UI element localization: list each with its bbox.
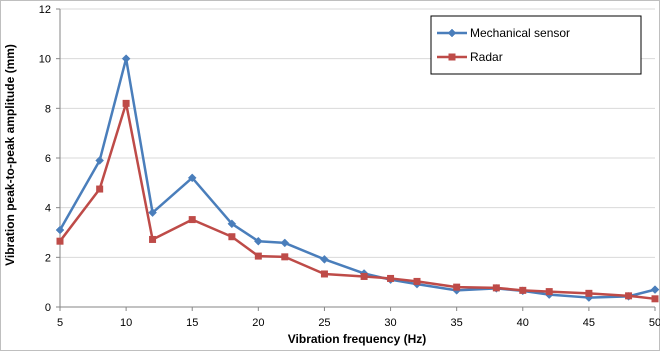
data-point [121,54,131,64]
x-tick-label: 30 [384,317,396,329]
data-point [453,283,461,291]
series-layer [55,54,660,303]
data-point [281,253,289,261]
data-point [227,219,237,229]
data-point [650,285,660,294]
series-radar [56,99,659,303]
data-point [519,286,527,294]
data-point [413,277,421,285]
legend-label: Mechanical sensor [470,26,570,40]
legend-marker [448,53,456,61]
data-point [280,238,290,248]
x-tick-label: 20 [252,317,264,329]
legend-marker [447,28,457,38]
data-point [360,272,368,280]
x-tick-label: 45 [583,317,595,329]
y-tick-label: 0 [45,302,51,314]
data-point [55,225,65,235]
x-tick-label: 15 [186,317,198,329]
data-point [545,288,553,296]
x-tick-label: 25 [318,317,330,329]
data-point [187,173,197,183]
data-point [148,208,157,217]
x-tick-label: 10 [120,317,132,329]
y-tick-label: 6 [45,153,51,165]
data-point [122,99,130,107]
y-tick-label: 12 [39,4,51,16]
x-tick-label: 35 [451,317,463,329]
data-point [254,252,262,260]
x-tick-label: 40 [517,317,529,329]
data-point [253,236,263,246]
x-tick-label: 5 [57,317,63,329]
data-point [56,237,64,245]
legend-box [430,15,642,75]
data-point [96,185,104,193]
data-point [387,274,395,282]
y-tick-label: 10 [39,54,51,66]
data-point [95,156,105,165]
data-point [625,292,633,300]
data-point [585,289,593,297]
tick-labels: 0 2 4 6 8 10 12 5 10 15 20 25 30 35 40 45 50 [39,4,660,329]
data-point [651,295,659,303]
y-tick-label: 2 [45,252,51,264]
data-point [188,216,196,224]
data-point [228,233,236,241]
data-point [320,270,328,278]
x-tick-label: 50 [649,317,660,329]
data-point [149,235,157,243]
y-tick-label: 8 [45,103,51,115]
legend: Mechanical sensor Radar [430,15,642,75]
data-point [492,284,500,292]
y-axis-title: Vibration peak-to-peak amplitude (mm) [3,44,17,266]
y-tick-label: 4 [45,203,51,215]
x-axis-title: Vibration frequency (Hz) [288,332,426,346]
axes [56,8,656,311]
legend-label: Radar [470,50,503,64]
data-point [320,254,329,264]
